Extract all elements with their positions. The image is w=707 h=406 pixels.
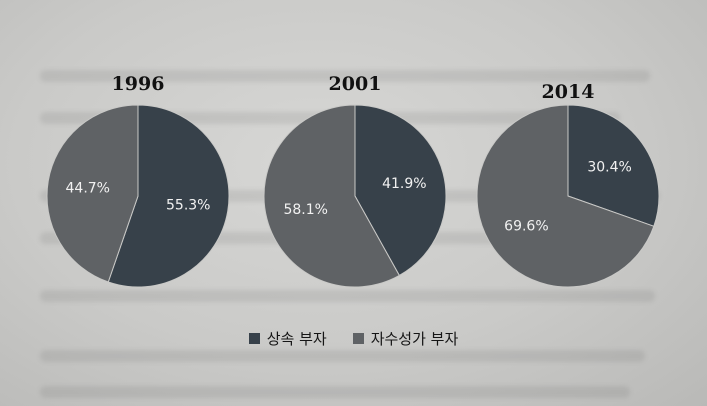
pie-slice-self-made [476,104,655,288]
pie-slice-label-inherited: 55.3% [166,197,210,213]
pie-slice-label-self-made: 69.6% [504,218,548,234]
pie-slice-label-self-made: 44.7% [66,181,110,197]
legend-swatch-inherited [248,333,260,344]
background-text-line [40,386,630,398]
pie-slice-self-made [46,104,139,283]
background-text-line [40,350,645,362]
pie-slice-label-inherited: 30.4% [587,160,631,176]
pie-slice-self-made [263,104,401,288]
pie-slice-inherited [354,104,447,277]
legend-entry-self-made: 자수성가 부자 [352,328,459,349]
pie-title: 2014 [542,81,595,103]
legend-label-inherited: 상속 부자 [266,330,327,348]
legend-label-self-made: 자수성가 부자 [370,330,459,348]
background-text-line [40,70,650,82]
background-text-line [40,290,655,302]
pie-slice-inherited [567,104,660,227]
pie-title: 1996 [112,73,165,95]
pie-slice-label-inherited: 41.9% [382,176,426,192]
pie-title: 2001 [329,73,382,95]
legend-entry-inherited: 상속 부자 [248,328,327,349]
pie-slice-label-self-made: 58.1% [283,202,327,218]
legend-swatch-self-made [352,333,364,344]
legend: 상속 부자 자수성가 부자 [0,328,707,349]
